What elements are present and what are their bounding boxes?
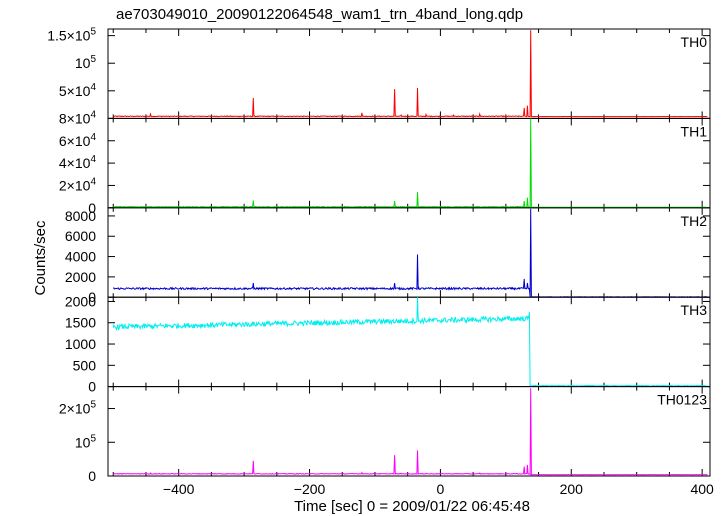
panel-label: TH3 bbox=[681, 302, 708, 318]
x-tick-label: −400 bbox=[163, 481, 195, 497]
y-tick-label: 2×105 bbox=[59, 400, 97, 417]
trace-th2 bbox=[112, 208, 708, 298]
y-tick-label: 6×104 bbox=[59, 132, 97, 149]
trace-th0 bbox=[113, 30, 708, 118]
x-axis-label: Time [sec] 0 = 2009/01/22 06:45:48 bbox=[294, 498, 530, 515]
x-tick-label: −200 bbox=[294, 481, 326, 497]
y-tick-label: 6000 bbox=[65, 228, 96, 244]
y-tick-label: 5×104 bbox=[59, 82, 97, 99]
plot-title: ae703049010_20090122064548_wam1_trn_4ban… bbox=[116, 6, 523, 23]
panel-th0: 5×104 105 1.5×105 TH0 bbox=[47, 27, 711, 119]
y-axis-label: Counts/sec bbox=[32, 220, 49, 296]
y-tick-label: 2000 bbox=[65, 269, 96, 285]
y-tick-label: 0 bbox=[88, 289, 96, 305]
panel-th0123: 0 105 2×105 TH0123 bbox=[59, 386, 711, 484]
panel-label: TH0 bbox=[681, 34, 708, 50]
panel-frame bbox=[107, 207, 711, 298]
panel-label: TH2 bbox=[681, 213, 708, 229]
panel-frame bbox=[107, 117, 711, 209]
trace-th3 bbox=[112, 297, 708, 387]
x-tick-label: 200 bbox=[560, 481, 584, 497]
x-axis: −400 −200 0 200 400 bbox=[163, 481, 714, 497]
y-tick-label: 105 bbox=[75, 54, 97, 71]
y-tick-label: 4×104 bbox=[59, 154, 97, 171]
y-tick-label: 4000 bbox=[65, 249, 96, 265]
y-tick-label: 2×104 bbox=[59, 176, 97, 193]
y-tick-label: 0 bbox=[88, 468, 96, 484]
x-tick-label: 400 bbox=[690, 481, 714, 497]
panel-label: TH1 bbox=[681, 123, 708, 139]
panel-frame bbox=[107, 386, 711, 477]
y-tick-label: 2000 bbox=[65, 293, 96, 309]
panel-th1: 0 2×104 4×104 6×104 8×104 TH1 bbox=[59, 109, 711, 216]
panels: 5×104 105 1.5×105 TH0 0 2×104 4×104 6×104 8×104 T… bbox=[47, 27, 711, 484]
y-tick-label: 0 bbox=[88, 379, 96, 395]
trace-th0123 bbox=[113, 388, 708, 476]
y-tick-label: 1.5×105 bbox=[47, 27, 96, 44]
y-tick-label: 8000 bbox=[65, 208, 96, 224]
y-tick-label: 1000 bbox=[65, 336, 96, 352]
panel-frame bbox=[107, 296, 711, 388]
y-tick-label: 8×104 bbox=[59, 109, 97, 126]
panel-frame bbox=[107, 28, 711, 119]
panel-th3: 0 500 1000 1500 2000 TH3 bbox=[65, 293, 711, 395]
panel-label: TH0123 bbox=[657, 392, 707, 408]
y-tick-label: 0 bbox=[88, 200, 96, 216]
y-tick-label: 500 bbox=[73, 357, 97, 373]
y-tick-label: 105 bbox=[75, 433, 97, 450]
x-tick-label: 0 bbox=[437, 481, 445, 497]
panel-th2: 0 2000 4000 6000 8000 TH2 bbox=[65, 207, 711, 305]
y-tick-label: 1500 bbox=[65, 315, 96, 331]
trace-th1 bbox=[113, 118, 708, 209]
